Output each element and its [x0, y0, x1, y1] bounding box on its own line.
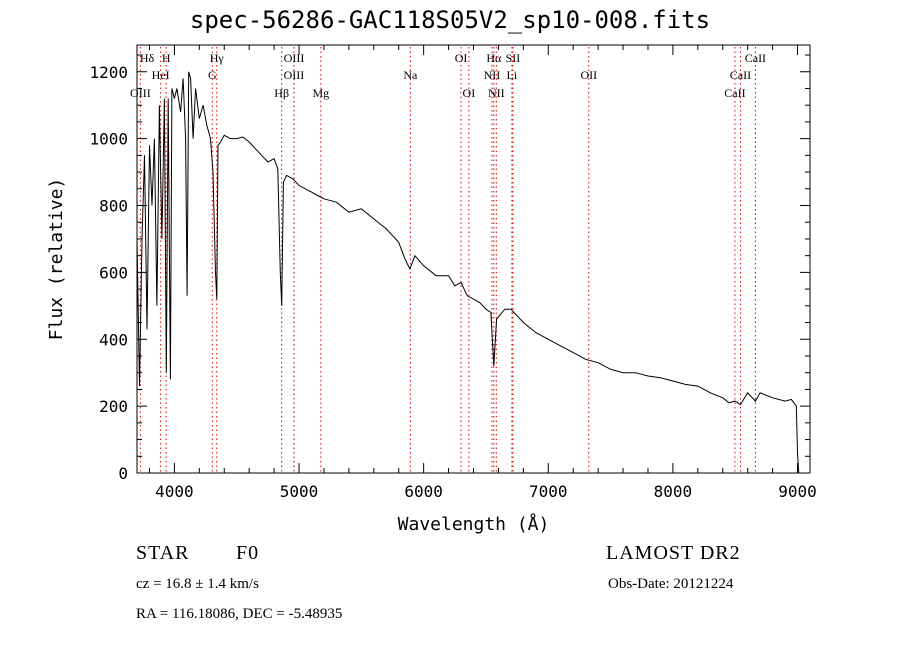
spectral-line-label: OI: [455, 51, 468, 65]
spectral-line-label: Hβ: [274, 86, 289, 100]
spectral-line-label: H: [162, 51, 171, 65]
spectrum-series-line: [136, 71, 800, 474]
spectral-line-label: G: [208, 68, 217, 82]
redshift-text: cz = 16.8 ± 1.4 km/s: [136, 576, 259, 592]
plot-frame: [136, 44, 811, 474]
spectral-subclass: F0: [236, 542, 260, 564]
spectral-line-markers: [136, 47, 756, 473]
spectral-line-label: NII: [488, 86, 505, 100]
y-axis-label: Flux (relative): [46, 178, 67, 341]
spectral-line-label: NII: [484, 68, 501, 82]
x-tick-label: 9000: [778, 482, 817, 501]
spectral-line-label: Mg: [312, 86, 329, 100]
spectral-line-label: Hγ: [210, 51, 225, 65]
x-tick-label: 8000: [654, 482, 693, 501]
y-tick-label: 0: [118, 464, 128, 483]
spectral-line-label: OIII: [130, 86, 151, 100]
spectral-line-label: HeI: [152, 68, 170, 82]
spectral-line-label: OII: [580, 68, 597, 82]
spectral-line-label: Li: [507, 68, 518, 82]
spectral-line-label: OI: [463, 86, 476, 100]
y-tick-label: 200: [99, 397, 128, 416]
x-tick-label: 5000: [280, 482, 319, 501]
object-class: STAR: [136, 542, 190, 564]
x-axis-label: Wavelength (Å): [398, 513, 550, 535]
chart-title: spec-56286-GAC118S05V2_sp10-008.fits: [189, 6, 711, 34]
coordinates-text: RA = 116.18086, DEC = -5.48935: [136, 606, 343, 622]
spectral-line-label: Hα: [486, 51, 502, 65]
spectral-line-label: Hδ: [140, 51, 155, 65]
y-tick-label: 600: [99, 263, 128, 282]
y-tick-label: 1200: [89, 63, 128, 82]
spectral-line-label: CaII: [745, 51, 766, 65]
y-tick-label: 1000: [89, 130, 128, 149]
spectral-line-label: OIII: [284, 68, 305, 82]
x-tick-label: 4000: [155, 482, 194, 501]
x-tick-label: 6000: [404, 482, 443, 501]
spectral-line-label: OIII: [284, 51, 305, 65]
spectral-line-label: CaII: [730, 68, 751, 82]
obs-date-text: Obs-Date: 20121224: [608, 576, 734, 592]
survey-name: LAMOST DR2: [606, 542, 741, 564]
spectral-line-label: SII: [506, 51, 521, 65]
y-tick-label: 800: [99, 197, 128, 216]
y-tick-label: 400: [99, 330, 128, 349]
spectral-line-label: CaII: [724, 86, 745, 100]
x-tick-label: 7000: [529, 482, 568, 501]
spectral-line-label: Na: [403, 68, 418, 82]
axis-ticks: 4000 5000 6000 7000 8000 9000 0 200 400 600 800 100…: [89, 45, 817, 501]
